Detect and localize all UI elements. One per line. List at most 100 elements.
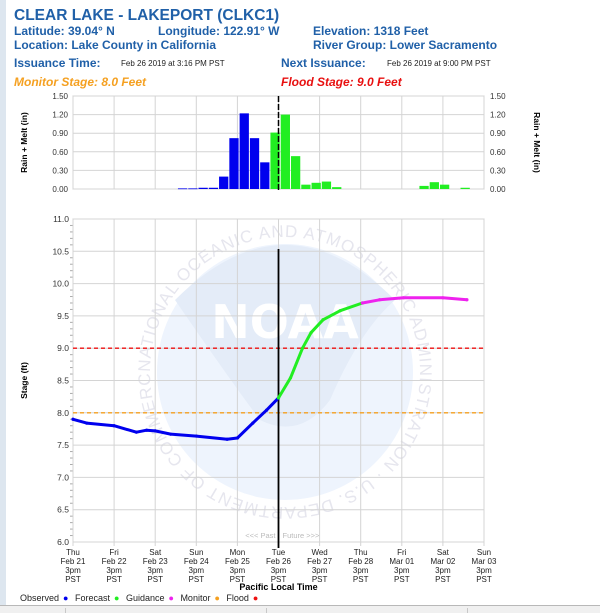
legend-forecast: Forecast: [74, 593, 110, 603]
stage-xtick-label: Mar 01: [389, 557, 414, 566]
rain-bar-observed: [249, 138, 260, 189]
stage-xtick-label: 3pm: [435, 566, 451, 575]
stage-xtick-label: 3pm: [476, 566, 492, 575]
rain-ytick-left: 0.00: [52, 185, 68, 194]
stage-xtick-label: 3pm: [65, 566, 81, 575]
stage-point-observed: [134, 430, 138, 434]
stage-point-guidance: [465, 298, 469, 302]
rain-bar-observed: [198, 187, 208, 189]
forecast-marker-icon: ●: [114, 593, 120, 603]
rain-ytick-left: 0.30: [52, 166, 68, 175]
rain-ytick-right: 1.50: [490, 92, 506, 101]
stage-xtick-label: PST: [147, 575, 163, 584]
stage-xtick-label: Sun: [189, 548, 203, 557]
flood-stage: Flood Stage: 9.0 Feet: [281, 75, 402, 89]
future-label: Future >>>: [283, 531, 321, 540]
stage-xtick-label: Mar 03: [472, 557, 497, 566]
stage-ytick: 10.0: [52, 279, 69, 289]
stage-point-observed: [85, 421, 89, 425]
stage-point-observed: [169, 432, 173, 436]
location: Location: Lake County in California: [14, 38, 217, 52]
next-issuance-value: Feb 26 2019 at 9:00 PM PST: [387, 59, 491, 68]
stage-ylabel: Stage (ft): [19, 362, 29, 399]
stage-ytick: 6.0: [57, 537, 69, 547]
stage-xtick-label: PST: [106, 575, 122, 584]
stage-xtick-label: 3pm: [271, 566, 287, 575]
stage-xtick-label: Feb 28: [348, 557, 373, 566]
stage-point-forecast: [288, 376, 293, 380]
stage-xtick-label: Wed: [311, 548, 327, 557]
stage-ytick: 8.5: [57, 376, 69, 386]
rain-bar-observed: [208, 187, 219, 189]
rain-bar-observed: [239, 113, 249, 189]
rain-bar-observed: [177, 188, 188, 190]
rain-ytick-left: 1.50: [52, 92, 68, 101]
stage-ytick: 10.5: [52, 246, 69, 256]
stage-point-observed: [251, 421, 255, 425]
rain-ytick-left: 0.90: [52, 129, 68, 138]
stage-xtick-label: Sat: [149, 548, 162, 557]
monitor-marker-icon: ●: [214, 593, 220, 603]
stage-point-observed: [71, 417, 75, 421]
stage-point-observed: [225, 437, 229, 441]
stage-ytick: 9.0: [57, 343, 69, 353]
station-title: CLEAR LAKE - LAKEPORT (CLKC1): [14, 7, 280, 24]
stage-xtick-label: 3pm: [353, 566, 369, 575]
stage-point-forecast: [321, 318, 325, 322]
stage-xtick-label: Thu: [66, 548, 80, 557]
stage-xtick-label: Mon: [230, 548, 246, 557]
legend-monitor: Monitor: [180, 593, 211, 603]
rain-bar-observed: [188, 188, 198, 190]
stage-xtick-label: 3pm: [312, 566, 328, 575]
stage-point-forecast: [309, 331, 313, 335]
rain-ytick-right: 0.00: [490, 185, 506, 194]
stage-xtick-label: Sun: [477, 548, 491, 557]
stage-xtick-label: Fri: [397, 548, 407, 557]
legend: Observed ● Forecast ● Guidance ● Monitor ● F…: [20, 592, 262, 604]
stage-xtick-label: PST: [435, 575, 451, 584]
guidance-marker-icon: ●: [168, 593, 174, 603]
observed-marker-icon: ●: [63, 593, 69, 603]
rain-bar-forecast: [311, 182, 321, 189]
rain-ytick-left: 1.20: [52, 111, 68, 120]
stage-xtick-label: 3pm: [189, 566, 205, 575]
issuance-value: Feb 26 2019 at 3:16 PM PST: [121, 59, 225, 68]
rain-bar-forecast: [301, 184, 311, 189]
issuance-label: Issuance Time:: [14, 56, 101, 70]
stage-xtick-label: PST: [312, 575, 328, 584]
stage-point-observed: [264, 408, 269, 412]
past-label: <<< Past: [245, 531, 276, 540]
rain-bar-observed: [219, 176, 229, 189]
stage-point-forecast: [276, 396, 281, 400]
noaa-logo-bird: [175, 245, 395, 427]
stage-xtick-label: PST: [230, 575, 246, 584]
panel-divider: [467, 608, 468, 613]
stage-point-guidance: [401, 296, 406, 300]
rain-bar-forecast: [460, 187, 470, 189]
stage-xtick-label: PST: [65, 575, 81, 584]
stage-point-observed: [194, 434, 198, 438]
stage-ytick: 7.5: [57, 440, 69, 450]
elevation: Elevation: 1318 Feet: [313, 24, 429, 38]
stage-ytick: 9.5: [57, 311, 69, 321]
stage-xtick-label: PST: [271, 575, 287, 584]
rain-bar-forecast: [270, 132, 280, 189]
stage-xlabel: Pacific Local Time: [239, 582, 317, 592]
stage-point-observed: [112, 424, 116, 428]
rain-bar-forecast: [429, 182, 439, 189]
legend-guidance: Guidance: [125, 593, 165, 603]
flood-marker-icon: ●: [252, 593, 259, 603]
stage-point-observed: [235, 436, 239, 440]
stage-xtick-label: PST: [189, 575, 205, 584]
stage-xtick-label: 3pm: [147, 566, 163, 575]
stage-xtick-label: 3pm: [106, 566, 122, 575]
latitude: Latitude: 39.04° N: [14, 24, 115, 38]
panel-divider: [65, 608, 66, 613]
stage-ytick: 7.0: [57, 472, 69, 482]
next-issuance-label: Next Issuance:: [281, 56, 366, 70]
stage-point-guidance: [360, 301, 365, 305]
noaa-logo-text: NOAA: [211, 295, 359, 349]
rain-ylabel-right: Rain + Melt (in): [532, 112, 542, 173]
stage-point-observed: [145, 428, 149, 432]
stage-xtick-label: Fri: [109, 548, 119, 557]
